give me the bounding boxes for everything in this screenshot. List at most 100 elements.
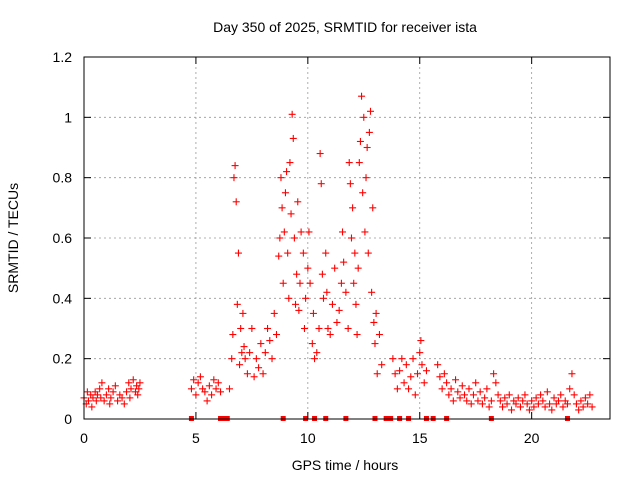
data-point — [519, 397, 527, 405]
data-point — [490, 370, 498, 378]
x-axis-ticks: 0 5 10 15 20 — [80, 57, 540, 446]
data-point — [584, 400, 592, 408]
data-point — [217, 388, 225, 396]
data-point — [367, 107, 375, 115]
data-point — [368, 288, 376, 296]
data-point — [372, 309, 380, 317]
data-point — [543, 388, 551, 396]
x-tick-label: 20 — [524, 430, 540, 446]
data-point — [212, 385, 220, 393]
data-point — [566, 385, 574, 393]
data-point — [494, 391, 502, 399]
data-point — [572, 400, 580, 408]
data-point — [326, 331, 334, 339]
data-point — [317, 180, 325, 188]
data-point — [346, 180, 354, 188]
data-point — [246, 349, 254, 357]
data-point — [304, 264, 312, 272]
data-point — [361, 228, 369, 236]
data-point — [96, 385, 104, 393]
data-point — [233, 300, 241, 308]
data-point — [225, 385, 233, 393]
data-point — [409, 355, 417, 363]
data-point — [187, 385, 195, 393]
data-point — [190, 376, 198, 384]
data-point — [114, 397, 122, 405]
data-point — [528, 397, 536, 405]
data-point — [496, 397, 504, 405]
data-point — [105, 385, 113, 393]
data-point — [201, 388, 209, 396]
data-point — [559, 403, 567, 411]
data-point — [272, 331, 280, 339]
chart-title: Day 350 of 2025, SRMTID for receiver ist… — [213, 19, 477, 35]
data-point — [297, 228, 305, 236]
data-point — [333, 318, 341, 326]
data-point — [284, 249, 292, 257]
data-point — [454, 388, 462, 396]
data-point — [323, 288, 331, 296]
data-points — [80, 92, 596, 414]
data-point — [311, 355, 319, 363]
data-point — [440, 370, 448, 378]
data-point — [277, 174, 285, 182]
data-point — [196, 373, 204, 381]
data-point — [136, 379, 144, 387]
data-point — [463, 397, 471, 405]
data-point — [294, 198, 302, 206]
data-point — [523, 400, 531, 408]
data-point — [231, 162, 239, 170]
data-point — [548, 406, 556, 414]
data-point — [234, 249, 242, 257]
data-point — [106, 400, 114, 408]
data-point — [541, 403, 549, 411]
data-point — [239, 309, 247, 317]
data-point — [537, 391, 545, 399]
data-point — [264, 325, 272, 332]
data-point — [84, 397, 92, 405]
data-point — [503, 400, 511, 408]
data-point — [107, 394, 115, 402]
y-tick-label: 0.6 — [53, 230, 73, 246]
data-point — [279, 279, 287, 287]
data-point — [278, 204, 286, 212]
data-point — [337, 279, 345, 287]
data-point — [449, 397, 457, 405]
data-point — [210, 376, 218, 384]
data-point — [283, 168, 291, 176]
data-point — [255, 364, 263, 372]
data-point — [92, 397, 100, 405]
data-point — [359, 189, 367, 197]
data-point — [516, 403, 524, 411]
data-point — [481, 394, 489, 402]
data-point — [270, 309, 278, 317]
data-point — [97, 394, 105, 402]
x-tick-label: 0 — [80, 430, 88, 446]
data-point — [478, 400, 486, 408]
data-point — [389, 355, 397, 363]
data-point — [577, 397, 585, 405]
data-point — [362, 174, 370, 182]
data-point — [371, 340, 379, 348]
data-point — [557, 391, 565, 399]
data-point — [93, 391, 101, 399]
data-point — [363, 144, 371, 151]
data-point — [83, 388, 91, 396]
data-point — [306, 279, 314, 287]
data-point — [546, 400, 554, 408]
data-point — [238, 349, 246, 357]
data-point — [438, 385, 446, 393]
data-point — [315, 325, 323, 332]
data-point — [295, 306, 303, 314]
data-point — [194, 379, 202, 387]
data-point — [570, 391, 578, 399]
data-point — [88, 403, 96, 411]
data-point — [414, 370, 422, 378]
data-point — [125, 379, 133, 387]
data-point — [505, 391, 513, 399]
data-point — [192, 391, 200, 399]
data-point — [358, 92, 366, 100]
data-point — [418, 361, 426, 369]
data-point — [102, 391, 110, 399]
data-point — [351, 249, 359, 257]
